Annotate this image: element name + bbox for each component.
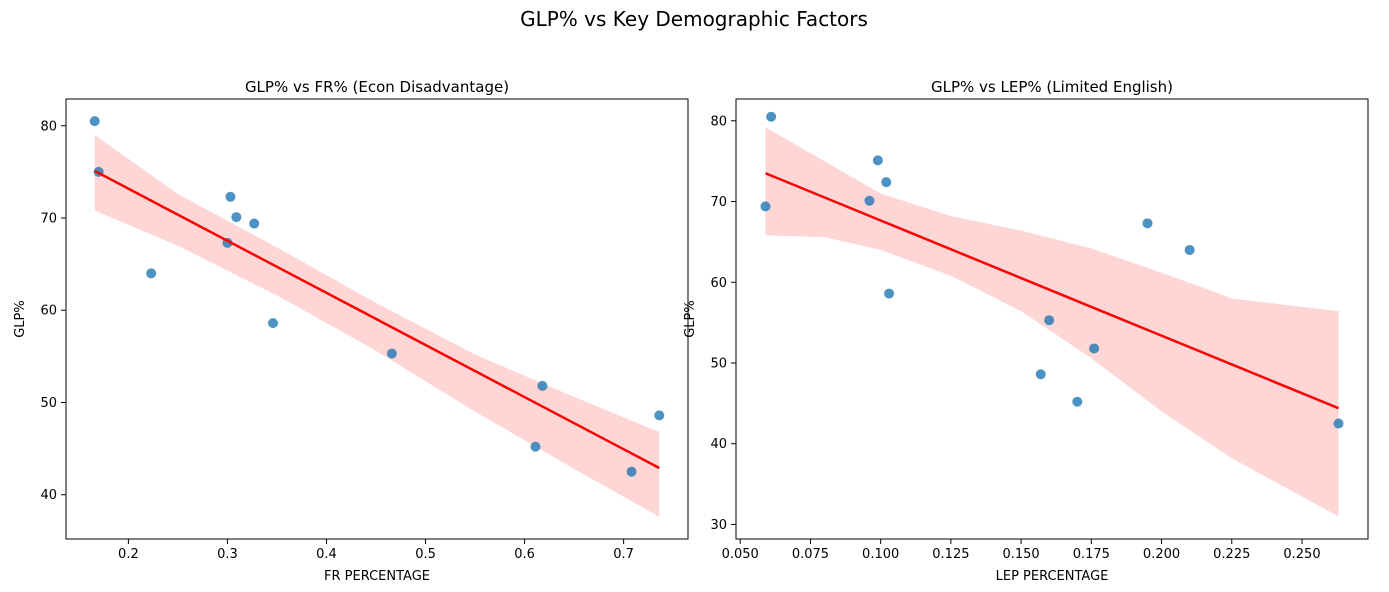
x-tick-label: 0.125 [932,547,969,562]
data-point [766,111,777,122]
x-tick-label: 0.100 [862,547,899,562]
data-point [872,155,883,166]
x-tick-label: 0.175 [1073,547,1110,562]
x-tick-label: 0.200 [1143,547,1180,562]
data-point [537,380,548,391]
confidence-band [94,135,660,517]
x-axis-label: LEP PERCENTAGE [996,569,1109,584]
data-point [760,201,771,212]
y-tick-label: 30 [710,518,727,533]
data-point [231,212,242,223]
regression-line [765,172,1339,410]
data-point [1089,343,1100,354]
axes-title: GLP% vs LEP% (Limited English) [931,78,1173,96]
data-point [530,441,541,452]
data-point [881,177,892,188]
x-tick-label: 0.225 [1213,547,1250,562]
x-tick-label: 0.5 [415,547,436,562]
data-point [1142,218,1153,229]
data-point [146,268,157,279]
x-tick-label: 0.075 [792,547,829,562]
x-tick-label: 0.6 [514,547,535,562]
data-point [268,318,279,329]
data-point [1044,315,1055,326]
data-point [654,410,665,421]
y-tick-label: 50 [40,396,57,411]
y-tick-label: 70 [710,195,727,210]
x-tick-label: 0.4 [316,547,337,562]
x-axis-label: FR PERCENTAGE [324,569,430,584]
y-tick-label: 60 [40,304,57,319]
data-point [1333,418,1344,429]
panel-fr: 0.2 0.3 0.4 0.5 0.6 0.7 40 50 60 70 80 GLP% vs FR% … [13,78,689,584]
x-tick-label: 0.050 [722,547,759,562]
x-tick-label: 0.2 [118,547,139,562]
data-point [249,218,260,229]
y-tick-label: 40 [40,488,57,503]
data-point [225,191,236,202]
data-point [1035,369,1046,380]
x-tick-label: 0.250 [1283,547,1320,562]
data-point [89,116,100,127]
y-tick-label: 80 [710,114,727,129]
y-axis-label: GLP% [683,300,698,338]
x-tick-label: 0.150 [1002,547,1039,562]
data-point [386,348,397,359]
axes-title: GLP% vs FR% (Econ Disadvantage) [245,78,509,96]
y-tick-label: 60 [710,276,727,291]
data-point [626,466,637,477]
data-point [1184,244,1195,255]
y-tick-label: 80 [40,119,57,134]
data-point [864,195,875,206]
plot-frame [65,98,689,540]
plot-frame [735,98,1369,540]
regression-line [94,169,660,470]
y-tick-label: 50 [710,357,727,372]
y-tick-label: 70 [40,211,57,226]
figure-suptitle: GLP% vs Key Demographic Factors [520,7,868,31]
panel-lep: 0.050 0.075 0.100 0.125 0.150 0.175 0.200 0.225… [683,78,1369,584]
y-axis-label: GLP% [13,300,28,338]
data-point [884,288,895,299]
y-tick-label: 40 [710,437,727,452]
x-tick-label: 0.3 [217,547,238,562]
data-point [1072,396,1083,407]
x-tick-label: 0.7 [613,547,634,562]
